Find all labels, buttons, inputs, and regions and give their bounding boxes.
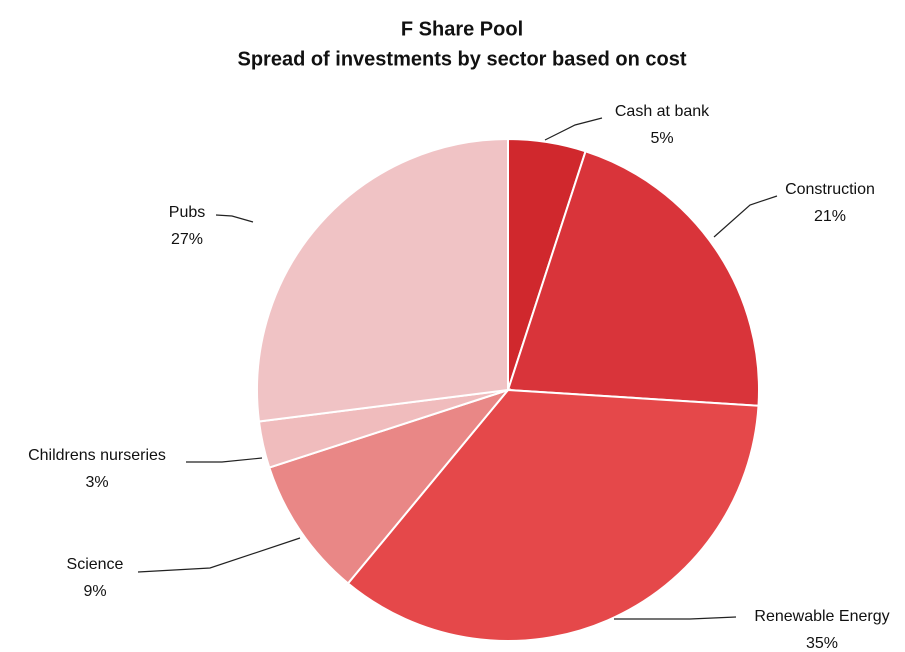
- slice-label: Construction: [785, 181, 875, 198]
- slice-value-label: 35%: [806, 635, 838, 652]
- pie-slice: [268, 387, 511, 585]
- slice-label: Renewable Energy: [754, 608, 889, 625]
- slice-value-label: 27%: [171, 231, 203, 248]
- leader-line: [614, 616, 737, 620]
- slice-label: Science: [67, 556, 124, 573]
- slice-value-label: 5%: [650, 130, 673, 147]
- slice-label: Cash at bank: [615, 103, 710, 120]
- leader-line: [137, 537, 301, 573]
- leader-line: [215, 214, 254, 223]
- slice-label: Pubs: [169, 204, 205, 221]
- slice-label: Childrens nurseries: [28, 447, 166, 464]
- pie-slice: [346, 388, 760, 642]
- slice-value-label: 9%: [83, 583, 106, 600]
- leader-line: [713, 195, 778, 238]
- chart-title: F Share Pool: [401, 18, 523, 40]
- chart-subtitle: Spread of investments by sector based on…: [237, 48, 686, 70]
- leader-line: [544, 117, 603, 141]
- slice-value-label: 21%: [814, 208, 846, 225]
- slice-value-label: 3%: [85, 474, 108, 491]
- pie-slice: [256, 137, 509, 423]
- leader-line: [186, 457, 263, 463]
- pie-slice: [506, 150, 760, 407]
